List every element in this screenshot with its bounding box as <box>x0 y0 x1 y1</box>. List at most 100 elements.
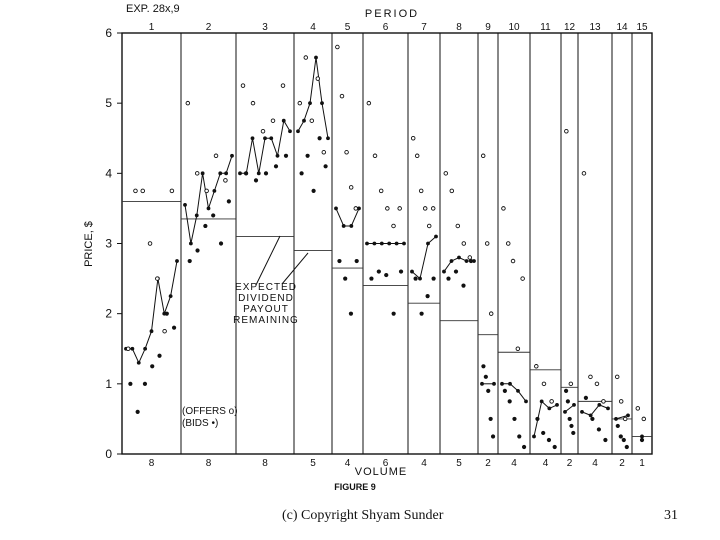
offer-point <box>414 153 420 159</box>
bid-point <box>164 311 169 316</box>
bid-point <box>203 223 208 229</box>
transaction-point <box>539 399 544 404</box>
period-label: 7 <box>421 22 427 33</box>
bid-point <box>384 272 389 278</box>
bid-point <box>376 269 381 274</box>
bid-point <box>391 311 396 316</box>
transaction-line <box>615 414 629 420</box>
bid-point <box>317 136 322 141</box>
volume-label: 2 <box>619 458 625 469</box>
period-label: 13 <box>589 22 601 33</box>
offer-point <box>564 128 569 134</box>
transaction-point <box>580 410 584 414</box>
bid-point <box>565 399 570 404</box>
offer-point <box>213 153 219 159</box>
annotation-arrow <box>281 252 309 285</box>
offer-point <box>185 100 191 106</box>
plot-frame <box>117 32 653 455</box>
offer-point <box>418 188 424 194</box>
payout-steps <box>122 200 652 437</box>
offer-point <box>397 206 402 211</box>
bid-point <box>299 171 304 176</box>
transaction-line <box>581 404 609 417</box>
offer-point <box>614 374 620 380</box>
transaction-point <box>230 153 234 158</box>
transaction-point <box>334 206 338 211</box>
offer-point <box>344 150 349 155</box>
transaction-point <box>224 171 229 176</box>
transaction-point <box>275 153 280 158</box>
offer-point <box>372 153 378 159</box>
transaction-point <box>341 224 346 228</box>
bid-point <box>425 294 430 299</box>
period-label: 2 <box>206 22 212 33</box>
annotation-arrow <box>255 235 281 286</box>
transaction-point <box>508 381 512 386</box>
bid-point <box>135 409 140 414</box>
transaction-point <box>200 171 205 176</box>
transaction-point <box>308 101 312 106</box>
offer-point <box>410 135 416 141</box>
period-label: 1 <box>149 22 155 33</box>
bid-point <box>369 276 374 281</box>
offer-point <box>270 118 276 123</box>
transaction-line <box>564 404 575 413</box>
bid-point <box>569 423 574 429</box>
offer-point <box>250 100 256 106</box>
transaction-point <box>357 206 361 211</box>
offer-point <box>125 346 131 352</box>
offer-point <box>520 276 525 281</box>
volume-label: 4 <box>543 458 549 469</box>
payout-annotation-line: DIVIDEND <box>238 293 294 304</box>
transaction-point <box>480 381 484 386</box>
transaction-line <box>240 119 291 174</box>
volume-label: 4 <box>592 458 598 469</box>
offer-point <box>480 153 486 159</box>
transaction-point <box>302 118 306 123</box>
bid-point <box>419 311 424 316</box>
y-tick-label: 5 <box>105 96 112 110</box>
transaction-point <box>372 241 377 246</box>
bid-point <box>305 153 310 158</box>
period-label: 8 <box>456 22 462 33</box>
bid-point <box>218 241 224 246</box>
transaction-point <box>588 413 593 418</box>
offer-point <box>303 55 309 60</box>
bid-point <box>502 388 507 393</box>
transaction-point <box>402 241 406 246</box>
page-number: 31 <box>664 508 678 523</box>
bid-point <box>195 248 200 253</box>
offer-point <box>366 100 372 106</box>
bid-point <box>563 388 569 393</box>
offer-point <box>443 171 449 176</box>
bid-point <box>413 276 418 281</box>
transaction-point <box>212 188 217 193</box>
volume-label: 8 <box>262 458 268 469</box>
transaction-point <box>365 241 369 246</box>
bid-point <box>453 269 459 274</box>
bid-point <box>398 269 404 274</box>
bid-point <box>283 153 289 158</box>
bid-point <box>150 364 155 369</box>
offer-point <box>422 206 428 211</box>
transaction-point <box>136 360 141 365</box>
y-tick-label: 3 <box>105 237 112 251</box>
volume-label: 4 <box>511 458 517 469</box>
x-axis-title-top: PERIOD <box>365 8 419 20</box>
bid-point <box>507 399 512 404</box>
transaction-point <box>296 129 300 134</box>
bid-point <box>187 258 192 264</box>
transaction-point <box>175 259 179 263</box>
transaction-line <box>411 236 437 280</box>
transaction-point <box>288 129 292 134</box>
x-axis-label: VOLUME <box>355 466 407 478</box>
offer-point <box>581 171 587 176</box>
offer-point <box>280 83 286 88</box>
offer-point <box>260 128 266 134</box>
legend-entry: (BIDS •) <box>182 418 218 429</box>
transaction-point <box>547 406 552 411</box>
experiment-label: EXP. 28x,9 <box>126 3 180 15</box>
bid-point <box>446 276 451 281</box>
